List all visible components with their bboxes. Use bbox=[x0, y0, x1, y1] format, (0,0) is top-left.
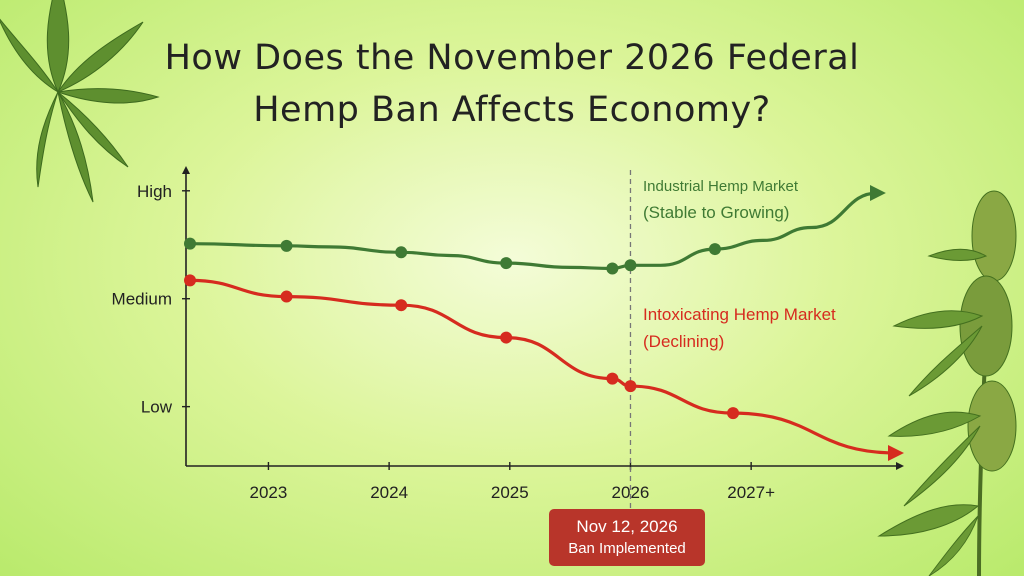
series-point bbox=[606, 372, 619, 385]
series-labels: Industrial Hemp Market (Stable to Growing… bbox=[643, 178, 836, 351]
hemp-plant-icon bbox=[877, 190, 1017, 576]
series-point bbox=[280, 290, 293, 303]
x-tick-label: 2026 bbox=[612, 483, 650, 502]
ban-label: Ban Implemented bbox=[568, 540, 686, 557]
y-tick-label: Medium bbox=[112, 290, 172, 309]
series-sublabel: (Declining) bbox=[643, 332, 724, 351]
ban-date: Nov 12, 2026 bbox=[576, 517, 678, 536]
chart-title-line-1: How Does the November 2026 Federal bbox=[164, 38, 860, 78]
ban-date-banner: Nov 12, 2026 Ban Implemented bbox=[549, 509, 705, 566]
x-tick-label: 2024 bbox=[370, 483, 408, 502]
series-sublabel: (Stable to Growing) bbox=[643, 203, 789, 222]
y-tick-label: High bbox=[137, 182, 172, 201]
series-point bbox=[708, 243, 721, 256]
series-point bbox=[184, 237, 196, 250]
x-tick-label: 2023 bbox=[250, 483, 288, 502]
series-point bbox=[624, 259, 637, 272]
series-label: Intoxicating Hemp Market bbox=[643, 305, 836, 324]
x-tick-label: 2025 bbox=[491, 483, 529, 502]
series-point bbox=[500, 257, 513, 270]
series-point bbox=[280, 239, 293, 252]
series-point bbox=[727, 407, 740, 420]
series-point bbox=[395, 299, 408, 312]
y-tick-label: Low bbox=[141, 398, 173, 417]
series-line bbox=[189, 185, 886, 271]
chart-axes: High Medium Low 2023 2024 2025 2026 2027+ bbox=[112, 166, 904, 502]
x-tick-label: 2027+ bbox=[727, 483, 775, 502]
series-point bbox=[395, 246, 408, 259]
series-point bbox=[500, 331, 513, 344]
chart-title-line-2: Hemp Ban Affects Economy? bbox=[253, 90, 771, 130]
hemp-leaf-icon bbox=[0, 0, 160, 203]
series-point bbox=[184, 274, 196, 287]
chart-series bbox=[184, 185, 904, 461]
series-point bbox=[624, 380, 637, 393]
chart-title: How Does the November 2026 Federal Hemp … bbox=[0, 32, 1024, 136]
series-label: Industrial Hemp Market bbox=[643, 178, 799, 195]
series-point bbox=[606, 262, 619, 275]
